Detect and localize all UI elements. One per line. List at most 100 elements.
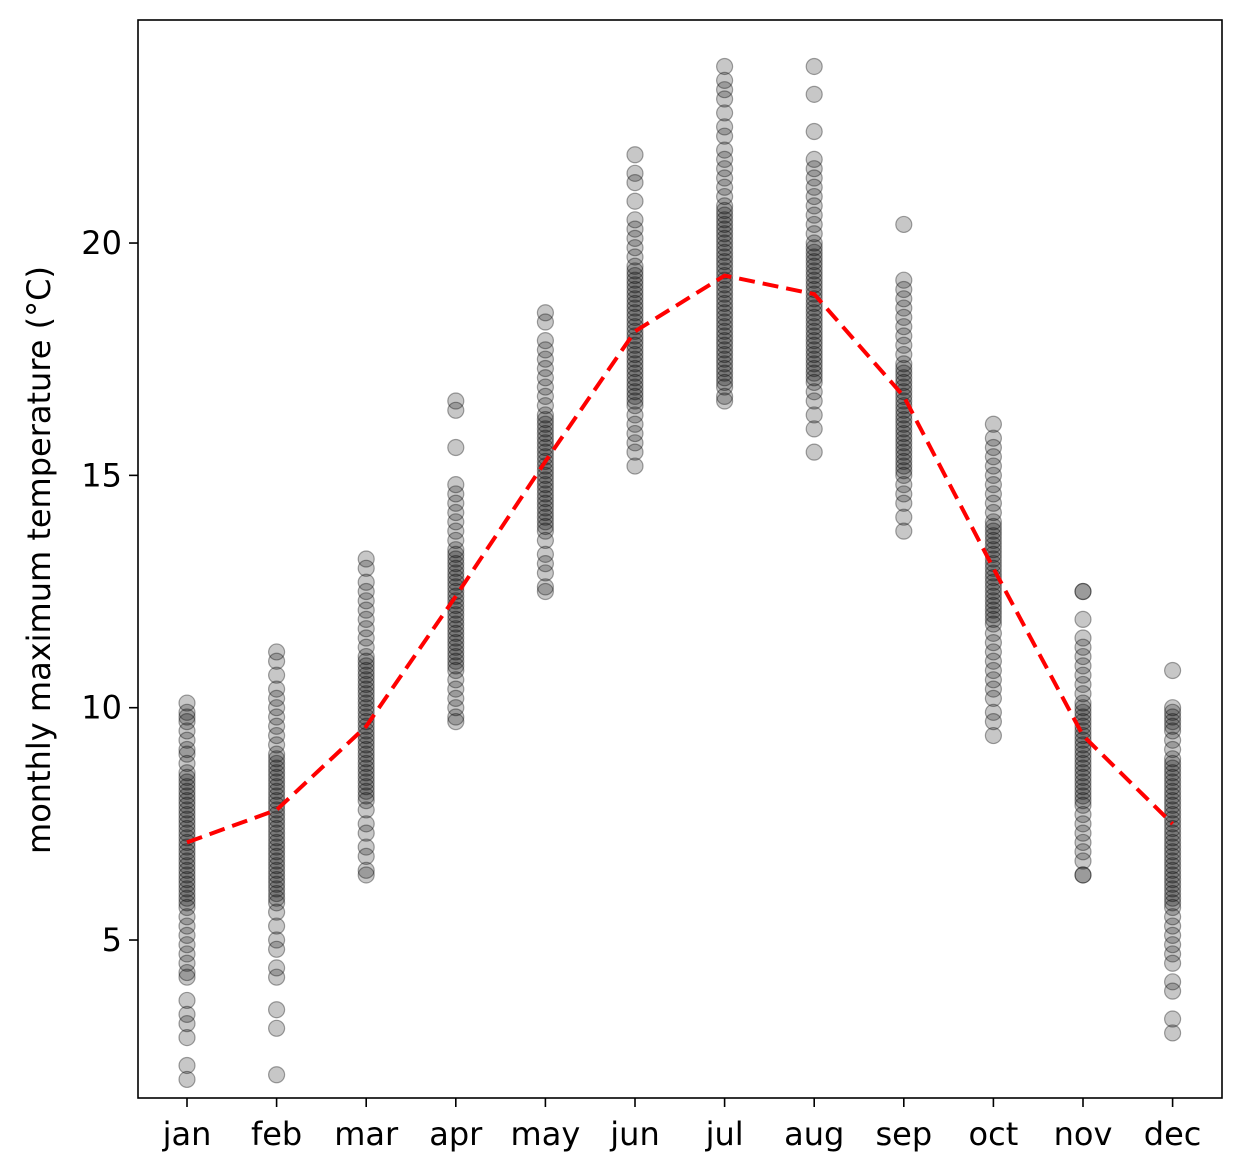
scatter-point: [178, 722, 196, 740]
scatter-point: [895, 355, 913, 373]
scatter-point: [805, 373, 823, 392]
scatter-point: [357, 675, 375, 694]
y-axis-title: monthly maximum temperature (°C): [20, 266, 58, 854]
scatter-point: [805, 313, 823, 331]
scatter-point: [447, 401, 465, 419]
scatter-point: [984, 522, 1003, 540]
scatter-point: [1074, 582, 1092, 601]
scatter-point: [357, 573, 375, 591]
scatter-point: [447, 610, 465, 629]
scatter-point: [1163, 703, 1182, 721]
scatter-point: [447, 531, 465, 550]
scatter-point: [895, 429, 913, 447]
scatter-point: [1163, 773, 1182, 791]
scatter-point: [178, 1056, 196, 1075]
scatter-point: [447, 550, 465, 568]
scatter-point: [984, 578, 1003, 596]
scatter-point: [178, 782, 196, 800]
scatter-point: [536, 471, 555, 489]
scatter-point: [178, 945, 196, 963]
scatter-point: [626, 220, 644, 238]
scatter-point: [268, 917, 286, 935]
scatter-point: [805, 257, 823, 275]
scatter-point: [178, 810, 196, 828]
scatter-point: [268, 796, 286, 814]
scatter-point: [357, 610, 375, 629]
scatter-point: [268, 889, 286, 907]
scatter-point: [715, 211, 734, 229]
scatter-point: [626, 299, 644, 317]
scatter-point: [268, 1066, 286, 1084]
scatter-point: [178, 991, 196, 1010]
scatter-point: [178, 703, 196, 721]
scatter-point: [1074, 754, 1092, 773]
scatter-point: [715, 187, 734, 206]
scatter-point: [536, 424, 555, 443]
scatter-point: [805, 383, 823, 401]
scatter-point: [626, 387, 644, 405]
scatter-point: [357, 745, 375, 763]
scatter-point: [715, 332, 734, 350]
scatter-point: [626, 290, 644, 308]
scatter-point: [268, 745, 286, 763]
scatter-point: [715, 234, 734, 252]
scatter-point: [984, 438, 1003, 457]
scatter-point: [178, 898, 196, 917]
scatter-point: [895, 508, 913, 526]
x-tick-label-nov: nov: [1054, 1115, 1113, 1153]
scatter-point: [626, 345, 644, 364]
scatter-point: [715, 313, 734, 331]
scatter-point: [715, 104, 734, 122]
scatter-point: [1163, 871, 1182, 889]
scatter-point: [178, 708, 196, 726]
scatter-point: [1163, 857, 1182, 875]
scatter-point: [1163, 898, 1182, 917]
scatter-point: [178, 833, 196, 852]
x-tick-label-jan: jan: [162, 1115, 212, 1153]
x-tick-label-dec: dec: [1144, 1115, 1202, 1153]
scatter-point: [178, 773, 196, 791]
scatter-point: [1074, 666, 1092, 684]
scatter-point: [1163, 833, 1182, 852]
scatter-point: [715, 336, 734, 354]
scatter-point: [805, 322, 823, 340]
scatter-point: [626, 192, 644, 210]
scatter-point: [715, 322, 734, 340]
scatter-point: [805, 299, 823, 317]
scatter-point: [447, 713, 465, 731]
scatter-point: [805, 234, 823, 252]
scatter-point: [984, 596, 1003, 615]
scatter-point: [715, 243, 734, 261]
scatter-point: [805, 406, 823, 424]
scatter-point: [1163, 796, 1182, 814]
scatter-point: [178, 880, 196, 898]
scatter-point: [715, 118, 734, 136]
scatter-point: [805, 85, 823, 103]
scatter-point: [536, 494, 555, 512]
scatter-point: [268, 875, 286, 893]
scatter-point: [1163, 750, 1182, 768]
scatter-point: [447, 652, 465, 670]
scatter-point: [1163, 945, 1182, 963]
scatter-point: [1163, 889, 1182, 907]
scatter-point: [895, 271, 913, 289]
scatter-point: [536, 350, 555, 368]
scatter-point: [1074, 657, 1092, 675]
x-tick-label-jun: jun: [609, 1115, 659, 1153]
scatter-point: [626, 304, 644, 322]
scatter-point: [178, 792, 196, 810]
scatter-point: [895, 290, 913, 308]
scatter-point: [357, 638, 375, 656]
scatter-point: [178, 968, 196, 986]
scatter-point: [178, 1028, 196, 1047]
scatter-point: [1074, 685, 1092, 703]
scatter-point: [178, 819, 196, 838]
scatter-point: [1163, 717, 1182, 735]
scatter-point: [536, 415, 555, 433]
scatter-point: [805, 332, 823, 350]
scatter-point: [715, 345, 734, 364]
scatter-point: [1163, 982, 1182, 1000]
scatter-point: [178, 926, 196, 944]
scatter-point: [895, 522, 913, 540]
scatter-point: [536, 522, 555, 540]
